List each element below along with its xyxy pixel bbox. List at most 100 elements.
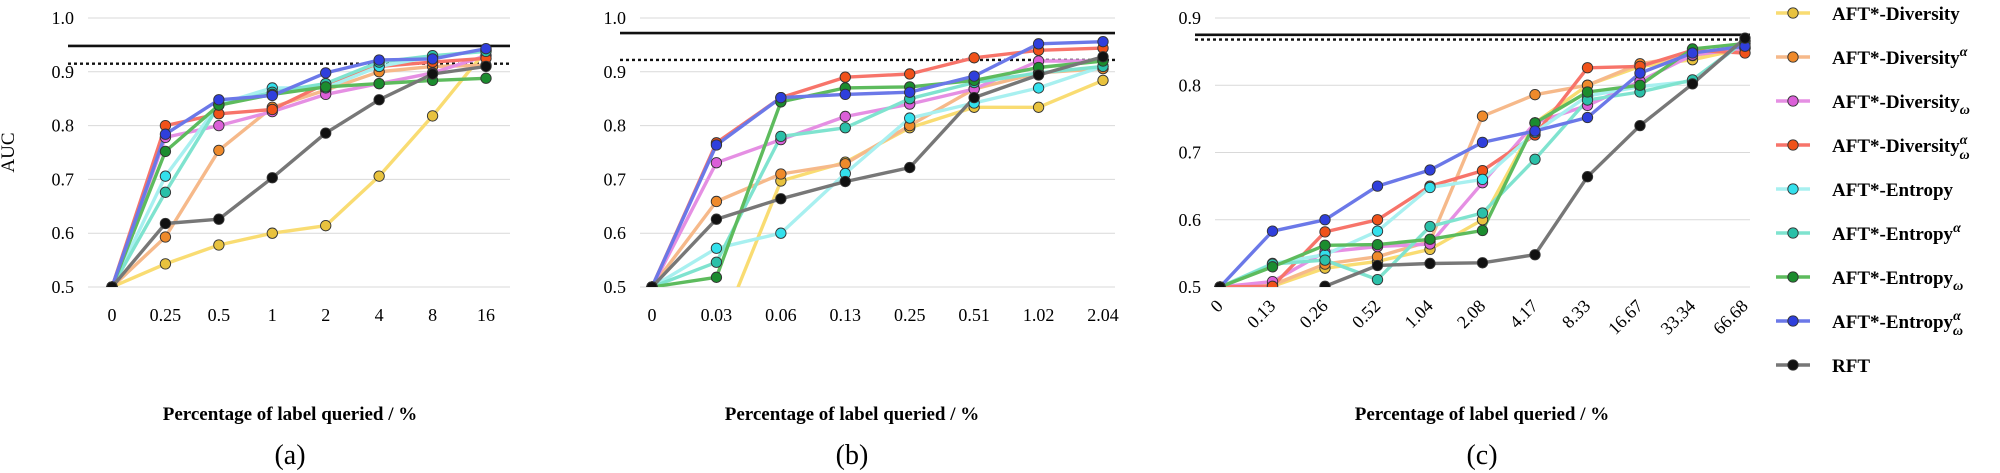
x-tick-label: 0 [108, 305, 117, 325]
data-point-div_aw [1581, 62, 1594, 74]
y-tick-label: 0.7 [52, 169, 75, 189]
series-line-ent_a [651, 64, 1104, 287]
data-point-ent_w [1266, 261, 1279, 273]
series-line-ent_a [1219, 39, 1747, 287]
data-point-ent_aw [1266, 225, 1279, 237]
legend-item-ent: AFT*-Entropy [1776, 180, 1954, 201]
data-point-ent_w [1634, 79, 1646, 91]
data-point-div_a [775, 168, 787, 180]
data-point-ent_aw [1371, 180, 1384, 192]
legend-label: AFT*-Diversityα ω [1832, 133, 1970, 163]
data-point-rft [968, 91, 980, 104]
x-axis-label: Percentage of label queried / % [1355, 404, 1610, 425]
legend-swatch-marker [1787, 95, 1799, 107]
chart-panel: 0.5 0.6 0.7 0.8 0.9 1.0 0 0.03 0.06 0.13 0.25 0.51 1… [604, 8, 1119, 471]
data-point-ent_aw [320, 67, 332, 79]
series-line-rft [110, 64, 487, 287]
legend-swatch-marker [1787, 51, 1799, 63]
series-line-ent_w [110, 76, 487, 287]
data-point-ent_a [1476, 207, 1489, 219]
data-point-ent_aw [159, 128, 172, 140]
data-point-ent_aw [904, 86, 916, 98]
x-tick-label: 0 [648, 305, 657, 325]
legend-label: RFT [1832, 356, 1870, 377]
data-point-div [1097, 74, 1109, 87]
data-point-ent [1476, 173, 1489, 186]
legend-item-ent_a: AFT*-Entropyα [1776, 221, 1961, 245]
legend-swatch-marker [1787, 183, 1799, 195]
x-tick-label: 1.04 [1400, 296, 1436, 332]
data-point-rft [480, 60, 492, 73]
data-point-ent_a [1529, 153, 1541, 165]
data-point-ent [1424, 181, 1436, 194]
x-tick-label: 0.26 [1295, 296, 1331, 332]
y-tick-label: 0.7 [604, 169, 627, 189]
data-point-div_aw [904, 68, 916, 80]
data-point-ent_aw [968, 70, 980, 82]
data-point-div [213, 239, 225, 251]
data-point-ent_aw [480, 43, 492, 55]
legend-swatch-marker [1787, 271, 1799, 283]
data-point-rft [1097, 51, 1109, 63]
data-point-rft [106, 281, 118, 287]
y-axis-label: AUC [0, 132, 19, 172]
data-point-ent_a [1371, 273, 1384, 286]
legend-item-div_aw: AFT*-Diversityα ω [1776, 133, 1970, 163]
data-point-div_a [1476, 110, 1489, 122]
data-point-rft [646, 281, 658, 287]
x-tick-label: 0.13 [1243, 296, 1279, 332]
y-tick-label: 0.9 [52, 62, 75, 82]
y-tick-label: 1.0 [604, 8, 627, 28]
series-line-ent_w [651, 59, 1104, 287]
panel-label: (a) [274, 440, 305, 471]
data-point-ent_aw [1634, 67, 1646, 79]
data-point-div_a [159, 231, 172, 243]
data-point-ent_w [1424, 233, 1436, 245]
data-point-ent_w [480, 72, 492, 84]
data-point-div_a [839, 158, 851, 170]
data-point-div [1032, 101, 1045, 113]
data-point-rft [1476, 257, 1489, 269]
data-point-div_aw [1266, 280, 1279, 287]
y-tick-label: 1.0 [52, 8, 75, 28]
data-point-ent_w [159, 145, 172, 158]
legend-item-div: AFT*-Diversity [1776, 4, 1960, 25]
x-tick-label: 0.51 [958, 305, 990, 325]
series-line-div [111, 49, 488, 287]
data-point-rft [266, 172, 278, 184]
data-point-rft [710, 213, 723, 225]
x-tick-label: 2.08 [1453, 296, 1489, 332]
data-point-rft [159, 217, 172, 230]
panel-label: (c) [1466, 440, 1497, 471]
x-tick-label: 1 [268, 305, 277, 325]
data-point-div [266, 227, 278, 239]
y-tick-label: 0.7 [1179, 143, 1202, 163]
y-tick-label: 0.6 [52, 223, 75, 243]
series-line-div [652, 78, 1104, 287]
data-point-rft [1581, 171, 1594, 183]
series-line-rft [650, 55, 1104, 287]
legend-swatch-marker [1787, 227, 1799, 239]
data-point-ent_w [1476, 224, 1489, 237]
legend-swatch-marker [1787, 359, 1799, 371]
x-tick-label: 2 [321, 305, 330, 325]
legend-item-div_w: AFT*-Diversityω [1776, 92, 1970, 118]
legend-label: AFT*-Diversityα [1832, 45, 1968, 69]
data-point-div_aw [1319, 226, 1331, 238]
data-point-ent_aw [1476, 136, 1489, 149]
x-tick-label: 8 [428, 305, 437, 325]
series-line-div_aw [110, 56, 487, 287]
y-tick-label: 0.9 [1179, 8, 1202, 28]
x-tick-label: 66.68 [1709, 296, 1752, 339]
data-point-rft [373, 94, 385, 106]
data-point-ent [775, 227, 787, 239]
data-point-div_a [710, 195, 723, 208]
data-point-ent_aw [266, 89, 278, 102]
legend-swatch-marker [1787, 315, 1799, 327]
panel-label: (b) [836, 440, 869, 471]
data-point-rft [904, 161, 916, 174]
x-tick-label: 0 [1206, 296, 1227, 317]
y-tick-label: 0.8 [1179, 75, 1202, 95]
legend-item-div_a: AFT*-Diversityα [1776, 45, 1968, 69]
series-line-ent [1219, 39, 1747, 287]
